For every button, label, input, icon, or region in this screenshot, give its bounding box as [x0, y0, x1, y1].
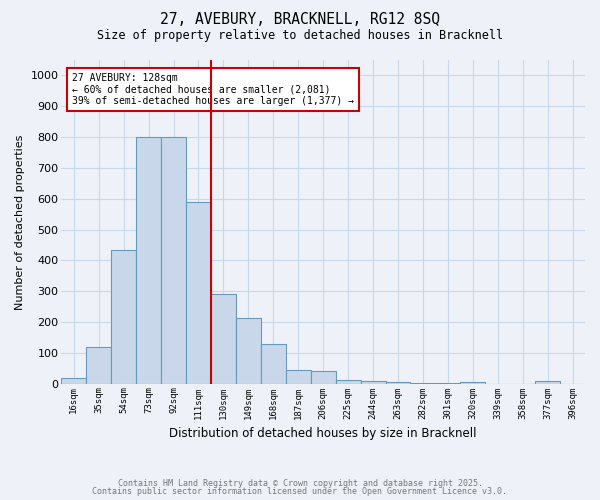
Bar: [410, 382, 436, 384]
Text: Size of property relative to detached houses in Bracknell: Size of property relative to detached ho…: [97, 29, 503, 42]
Bar: [335, 380, 361, 384]
Bar: [211, 294, 236, 384]
Text: 27, AVEBURY, BRACKNELL, RG12 8SQ: 27, AVEBURY, BRACKNELL, RG12 8SQ: [160, 12, 440, 28]
Bar: [186, 202, 211, 384]
Text: 27 AVEBURY: 128sqm
← 60% of detached houses are smaller (2,081)
39% of semi-deta: 27 AVEBURY: 128sqm ← 60% of detached hou…: [72, 73, 354, 106]
Text: Contains public sector information licensed under the Open Government Licence v3: Contains public sector information licen…: [92, 487, 508, 496]
Bar: [436, 383, 460, 384]
Text: Contains HM Land Registry data © Crown copyright and database right 2025.: Contains HM Land Registry data © Crown c…: [118, 478, 482, 488]
Bar: [286, 370, 311, 384]
Bar: [311, 372, 335, 384]
Bar: [460, 382, 485, 384]
Bar: [386, 382, 410, 384]
Bar: [61, 378, 86, 384]
Bar: [535, 381, 560, 384]
Bar: [86, 346, 111, 384]
Bar: [136, 137, 161, 384]
X-axis label: Distribution of detached houses by size in Bracknell: Distribution of detached houses by size …: [169, 427, 477, 440]
Bar: [261, 344, 286, 384]
Bar: [361, 381, 386, 384]
Bar: [236, 318, 261, 384]
Bar: [111, 250, 136, 384]
Bar: [161, 137, 186, 384]
Y-axis label: Number of detached properties: Number of detached properties: [15, 134, 25, 310]
